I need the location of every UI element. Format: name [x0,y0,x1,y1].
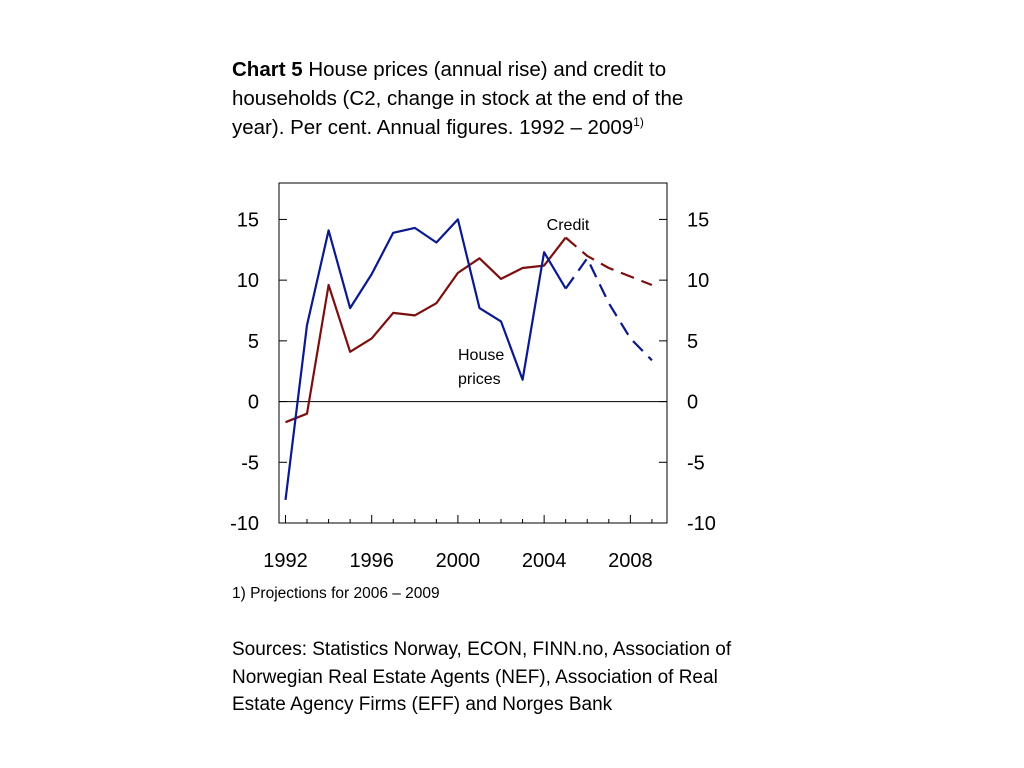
chart-title: Chart 5 House prices (annual rise) and c… [232,55,722,142]
x-tick-label: 1996 [349,550,394,572]
credit-point-2009 [651,284,653,286]
y-tick-label-right: -10 [687,513,716,535]
house-prices-point-1993 [306,324,308,326]
credit-point-2003 [521,267,523,269]
y-tick-label-left: -5 [241,452,259,474]
y-tick-label-left: 15 [237,209,259,231]
y-tick-label-left: 0 [248,392,259,414]
footnote: 1) Projections for 2006 – 2009 [232,585,440,602]
credit-line-actual [285,236,567,424]
y-tick-label-right: 15 [687,209,709,231]
chart-title-prefix: Chart 5 [232,58,303,81]
house-prices-point-2008 [629,337,631,339]
x-tick-label: 2008 [608,550,653,572]
house-prices-point-2005 [564,287,566,289]
house-prices-point-2004 [543,251,545,253]
credit-point-2007 [608,267,610,269]
house-prices-point-1995 [349,307,351,309]
house-prices-line-actual [284,218,567,501]
house-prices-point-2000 [457,218,459,220]
y-tick-label-left: 5 [248,331,259,353]
house-prices-point-1992 [284,499,286,501]
credit-point-2006 [586,255,588,257]
credit-point-2002 [500,278,502,280]
credit-point-2005 [564,236,566,238]
house-prices-point-1994 [327,229,329,231]
credit-point-2004 [543,264,545,266]
house-prices-annotation-line1: House [458,347,504,364]
y-tick-label-left: -10 [230,513,259,535]
credit-point-2000 [457,272,459,274]
house-prices-line-projection [564,257,653,362]
y-tick-label-right: 10 [687,270,709,292]
house-prices-point-1997 [392,232,394,234]
credit-point-1995 [349,351,351,353]
credit-point-1992 [284,421,286,423]
house-prices-annotation-line2: prices [458,371,501,388]
credit-point-1994 [327,284,329,286]
house-prices-point-1996 [370,273,372,275]
house-prices-point-2002 [500,320,502,322]
house-prices-point-2006 [586,257,588,259]
credit-line-projection [564,236,653,287]
plot-frame [278,182,668,524]
house-prices-point-1998 [414,227,416,229]
credit-point-1998 [414,314,416,316]
credit-point-2008 [629,275,631,277]
credit-point-1996 [370,337,372,339]
sources-note: Sources: Statistics Norway, ECON, FINN.n… [232,639,732,715]
x-tick-label: 1992 [263,550,308,572]
credit-point-1999 [435,302,437,304]
house-prices-point-2007 [608,302,610,304]
credit-point-1997 [392,312,394,314]
x-tick-label: 2004 [522,550,567,572]
y-tick-label-right: 0 [687,392,698,414]
y-tick-label-right: 5 [687,331,698,353]
house-prices-point-2001 [478,307,480,309]
credit-point-1993 [306,413,308,415]
credit-annotation: Credit [547,217,590,234]
house-prices-point-2003 [521,379,523,381]
x-tick-label: 2000 [436,550,481,572]
credit-point-2001 [478,257,480,259]
house-prices-point-1999 [435,241,437,243]
y-tick-label-left: 10 [237,270,259,292]
y-tick-label-right: -5 [687,452,705,474]
chart-title-superscript: 1) [633,115,644,130]
house-prices-point-2009 [651,359,653,361]
chart-title-text: House prices (annual rise) and credit to… [232,58,684,139]
